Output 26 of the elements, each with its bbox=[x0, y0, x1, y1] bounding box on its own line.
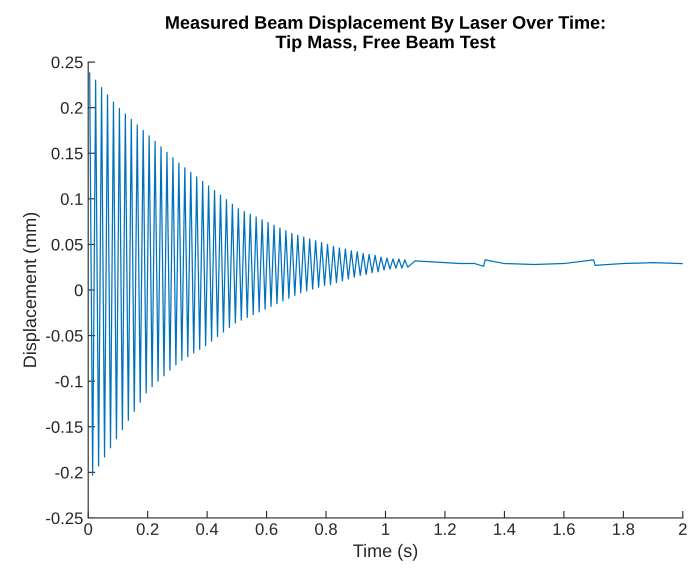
y-tick-label: -0.15 bbox=[46, 421, 83, 433]
y-tick-label: -0.05 bbox=[46, 330, 83, 342]
y-tick-label: 0.2 bbox=[60, 102, 82, 114]
y-tick-label: 0.1 bbox=[60, 193, 83, 206]
x-tick-label: 2 bbox=[679, 523, 687, 535]
x-tick-label: 1.8 bbox=[613, 523, 634, 536]
x-tick-label: 1.4 bbox=[494, 523, 516, 535]
x-tick-label: 1.2 bbox=[434, 523, 456, 535]
y-tick-label: 0.25 bbox=[52, 56, 83, 68]
x-tick-label: 0.4 bbox=[196, 523, 218, 536]
y-tick-label: 0.15 bbox=[52, 148, 83, 160]
x-tick-label: 0.2 bbox=[136, 523, 158, 536]
x-tick-label: 1.6 bbox=[554, 523, 575, 536]
line-series bbox=[89, 72, 683, 476]
y-tick-label: 0 bbox=[74, 284, 83, 296]
x-tick-label: 0 bbox=[84, 523, 92, 536]
y-tick-label: -0.2 bbox=[55, 466, 82, 479]
x-axis-title: Time (s) bbox=[353, 544, 418, 561]
x-tick-label: 0.8 bbox=[315, 523, 337, 536]
y-axis-title: Displacement (mm) bbox=[22, 212, 40, 367]
y-tick-label: -0.25 bbox=[46, 512, 83, 524]
x-tick-label: 0.6 bbox=[256, 523, 278, 536]
y-tick-label: 0.05 bbox=[52, 238, 83, 251]
chart-title: Measured Beam Displacement By Laser Over Time: Tip Mass, Free Beam Test bbox=[166, 16, 604, 52]
y-tick-label: -0.1 bbox=[55, 376, 83, 388]
x-tick-label: 1 bbox=[382, 523, 390, 535]
